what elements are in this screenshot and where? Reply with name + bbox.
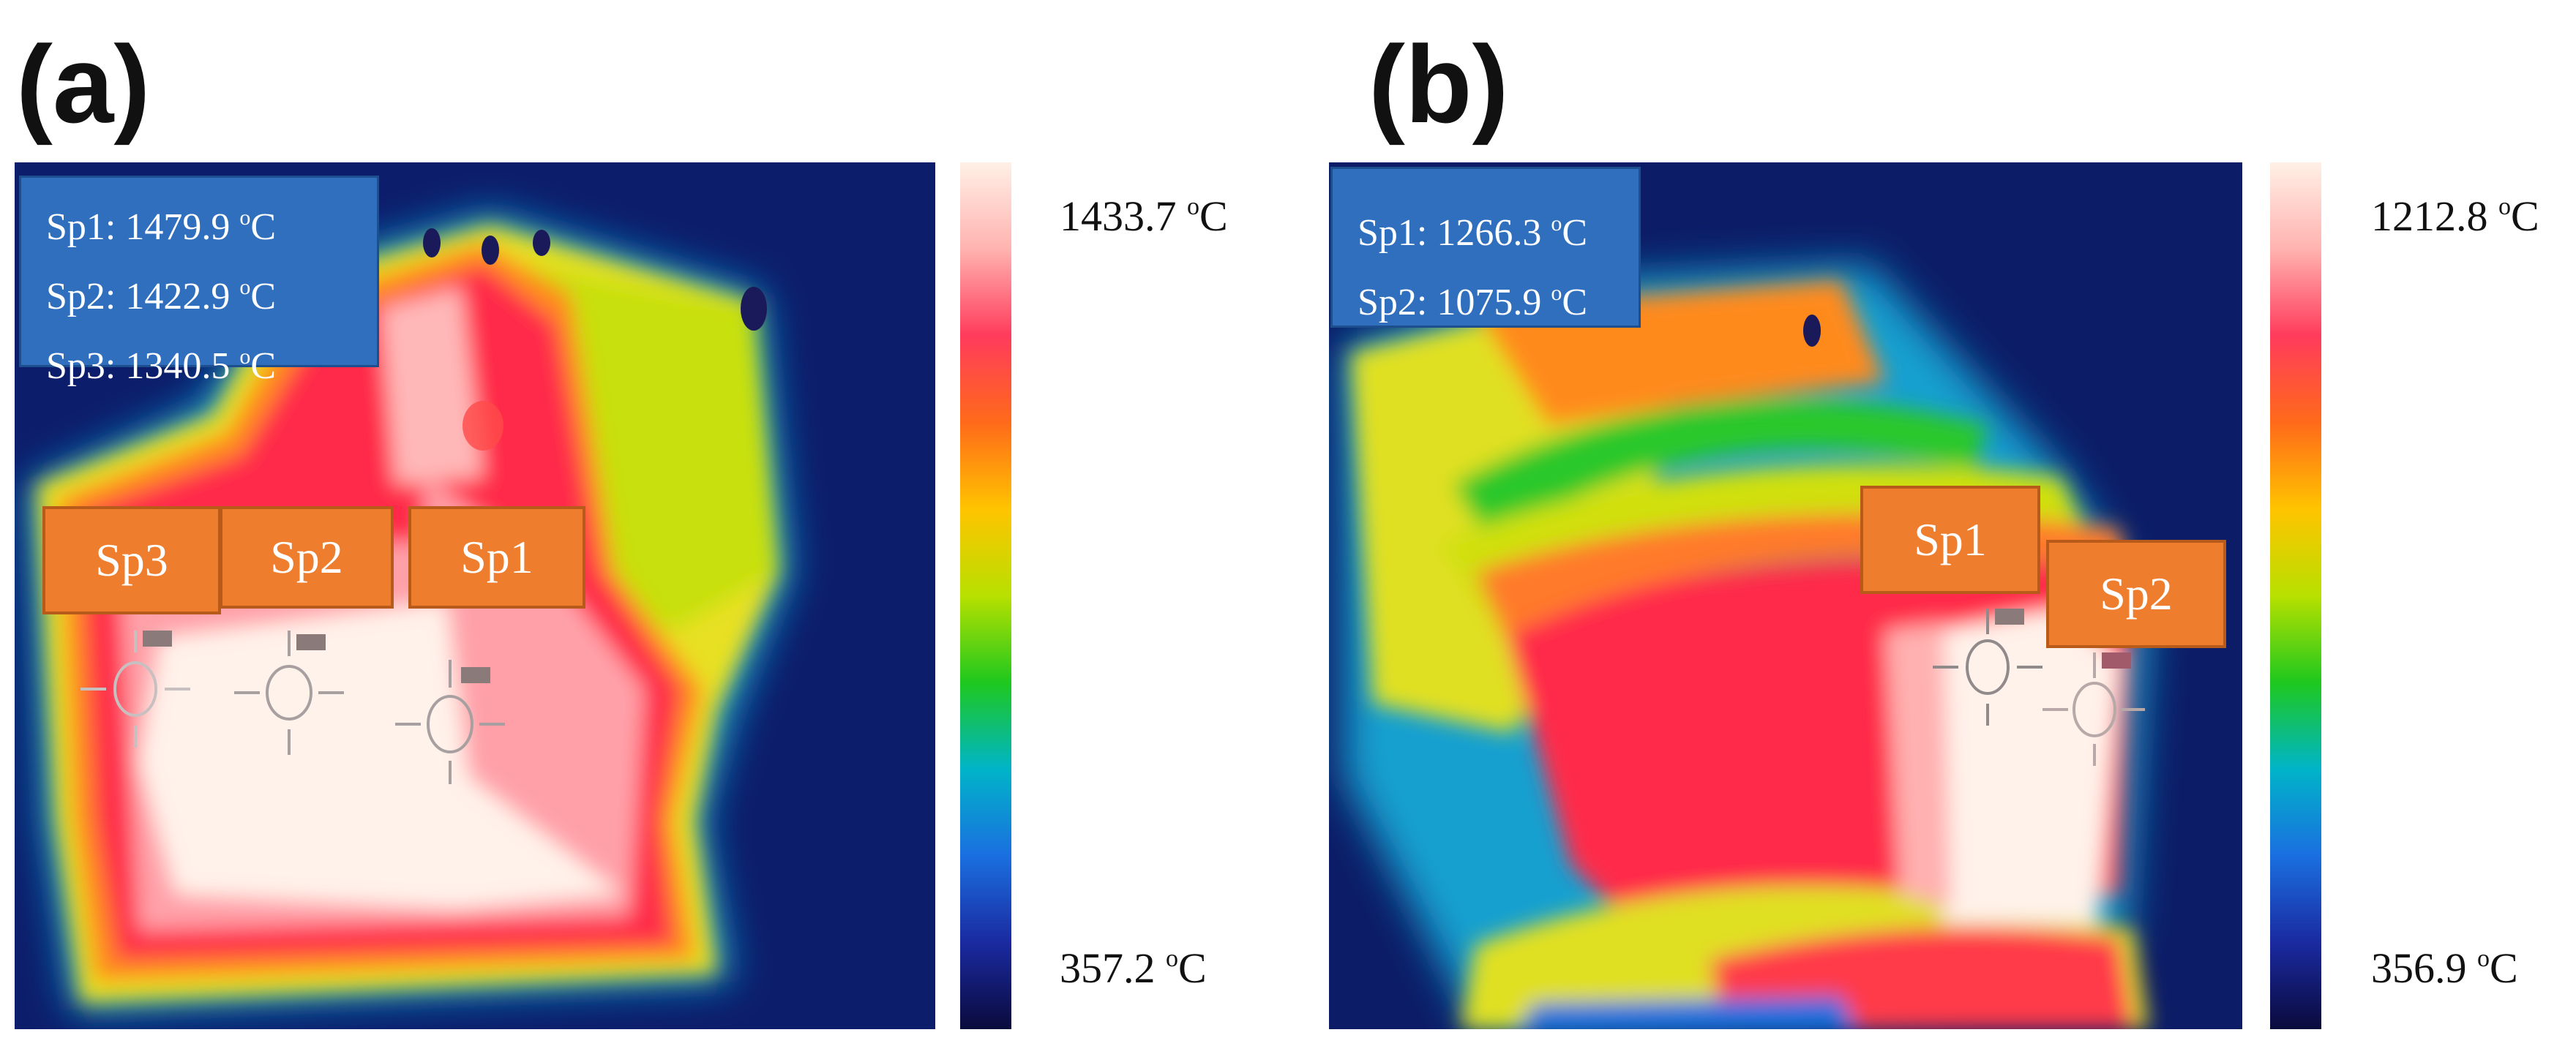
spot-tag-sp3: Sp3 xyxy=(42,506,221,614)
spot-readout-box-b: Sp1: 1266.3 oC Sp2: 1075.9 oC xyxy=(1330,167,1641,328)
readout-line: Sp2: 1075.9 oC xyxy=(1358,281,1588,323)
panel-label-a: (a) xyxy=(16,23,151,146)
marker-tag-sp2 xyxy=(296,634,326,650)
spot-tag-sp2: Sp2 xyxy=(220,506,394,609)
panel-label-b: (b) xyxy=(1368,23,1509,146)
crosshair-marker-sp1 xyxy=(395,660,505,784)
spot-tag-sp2: Sp2 xyxy=(2046,540,2226,648)
crosshair-marker-sp1 xyxy=(1933,609,2043,726)
marker-tag-sp3 xyxy=(143,631,172,647)
colorbar-b xyxy=(2270,162,2321,1029)
marker-tag-sp1 xyxy=(1995,609,2024,625)
readout-line: Sp1: 1266.3 oC xyxy=(1358,211,1588,254)
marker-tag-sp2 xyxy=(2102,652,2131,669)
spot-tag-sp1: Sp1 xyxy=(408,506,585,609)
colorbar-min-label-a: 357.2 oC xyxy=(1060,944,1207,992)
thermal-image-b xyxy=(1329,162,2242,1029)
crosshair-marker-sp2 xyxy=(2043,652,2145,766)
readout-line: Sp1: 1479.9 oC xyxy=(46,206,277,248)
readout-line: Sp2: 1422.9 oC xyxy=(46,275,277,317)
crosshair-marker-sp2 xyxy=(234,631,344,755)
colorbar-a xyxy=(960,162,1011,1029)
marker-tag-sp1 xyxy=(461,667,490,683)
colorbar-max-label-a: 1433.7 oC xyxy=(1060,192,1228,240)
colorbar-max-label-b: 1212.8 oC xyxy=(2371,192,2539,240)
spot-readout-box-a: Sp1: 1479.9 oC Sp2: 1422.9 oC Sp3: 1340.… xyxy=(19,176,379,387)
readout-line: Sp3: 1340.5 oC xyxy=(46,345,277,387)
crosshair-marker-sp3 xyxy=(80,631,190,748)
spot-tag-sp1: Sp1 xyxy=(1860,486,2040,594)
colorbar-min-label-b: 356.9 oC xyxy=(2371,944,2518,992)
